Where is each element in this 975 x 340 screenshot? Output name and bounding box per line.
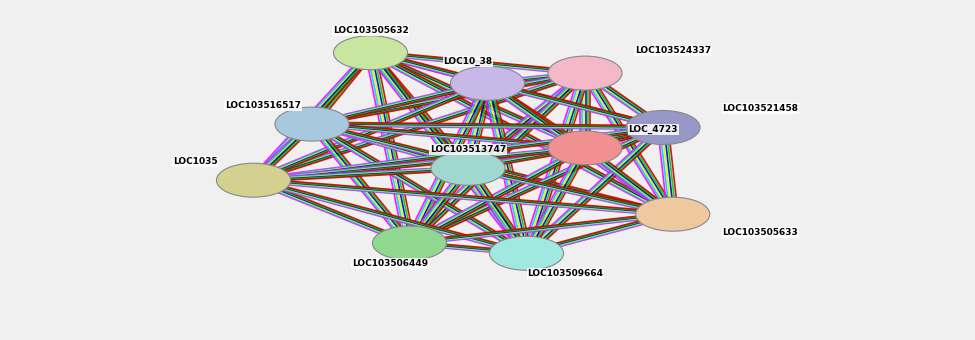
Ellipse shape <box>275 107 349 141</box>
Text: LOC1035: LOC1035 <box>173 157 217 166</box>
Text: LOC103521458: LOC103521458 <box>722 104 799 113</box>
Ellipse shape <box>548 56 622 90</box>
Text: LOC103506449: LOC103506449 <box>352 259 428 268</box>
Ellipse shape <box>216 163 291 197</box>
Text: LOC103516517: LOC103516517 <box>225 101 301 110</box>
Ellipse shape <box>489 236 564 270</box>
Ellipse shape <box>372 226 447 260</box>
Ellipse shape <box>333 36 408 70</box>
Text: LOC103505633: LOC103505633 <box>722 228 799 237</box>
Ellipse shape <box>548 131 622 165</box>
Ellipse shape <box>431 151 505 185</box>
Text: LOC103509664: LOC103509664 <box>527 269 604 278</box>
Ellipse shape <box>636 197 710 231</box>
Ellipse shape <box>450 66 525 100</box>
Text: LOC103505632: LOC103505632 <box>332 26 409 35</box>
Text: LOC10_38: LOC10_38 <box>444 57 492 66</box>
Text: LOC103513747: LOC103513747 <box>430 145 506 154</box>
Text: LOC103524337: LOC103524337 <box>635 47 711 55</box>
Ellipse shape <box>626 110 700 144</box>
Text: LOC_4723: LOC_4723 <box>629 125 678 134</box>
